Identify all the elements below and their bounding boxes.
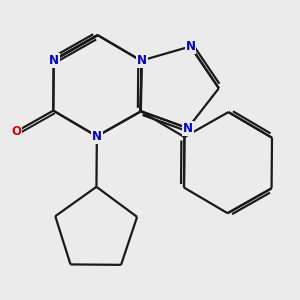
Text: N: N (49, 54, 59, 67)
Text: N: N (92, 130, 102, 143)
Text: N: N (137, 54, 147, 67)
Text: N: N (183, 122, 193, 135)
Text: O: O (11, 125, 21, 138)
Text: N: N (185, 40, 196, 53)
